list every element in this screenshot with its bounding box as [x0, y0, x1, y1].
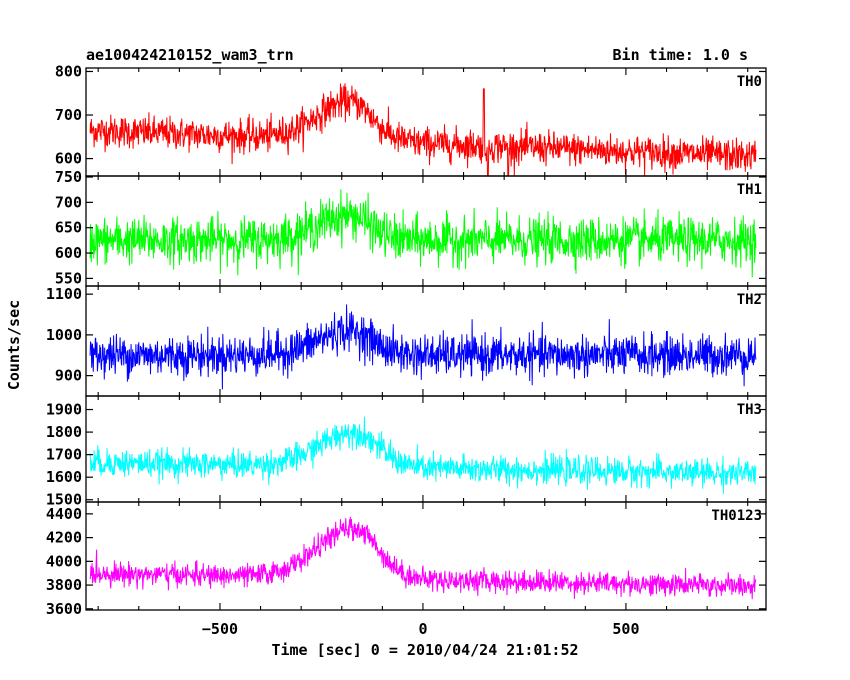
bin-time-label: Bin time: 1.0 s [613, 46, 748, 64]
y-tick-label: 1700 [46, 446, 82, 464]
y-tick-label: 800 [55, 62, 82, 80]
panel-th3: 1500 1600 1700 1800 1900 TH3 [46, 395, 767, 509]
y-tick-label: 600 [55, 244, 82, 262]
x-tick-label: 0 [418, 620, 427, 638]
series-line-th3 [89, 416, 757, 494]
panel-th0123: 3600 3800 4000 4200 4400 TH0123 [46, 501, 767, 618]
panel-frame [85, 501, 767, 611]
panel-frame [85, 395, 767, 503]
y-tick-label: 1900 [46, 401, 82, 419]
y-tick-label: 900 [55, 367, 82, 385]
y-tick-label: 700 [55, 106, 82, 124]
x-tick-label: −500 [202, 620, 238, 638]
panel-label-th0123: TH0123 [711, 508, 762, 524]
chart-title: ae100424210152_wam3_trn [86, 46, 294, 64]
y-tick-label: 1100 [46, 285, 82, 303]
panel-th2: 900 1000 1100 TH2 [46, 285, 767, 397]
y-tick-label: 1800 [46, 423, 82, 441]
y-tick-label: 3600 [46, 600, 82, 618]
y-tick-label: 3800 [46, 576, 82, 594]
y-tick-label: 4200 [46, 529, 82, 547]
panel-th1: 550 600 650 700 750 TH1 [55, 168, 767, 287]
panel-label-th0: TH0 [737, 74, 762, 90]
y-tick-label: 650 [55, 219, 82, 237]
series-line-th0 [89, 83, 757, 177]
y-tick-label: 550 [55, 269, 82, 287]
y-tick-label: 1000 [46, 326, 82, 344]
panel-th0: 600 700 800 TH0 [55, 62, 767, 177]
y-tick-label: 750 [55, 168, 82, 186]
y-axis-title: Counts/sec [5, 300, 23, 390]
y-tick-label: 4400 [46, 505, 82, 523]
panels-group: 600 700 800 TH0 550 600 650 700 750 TH1 900 1000 110… [46, 62, 767, 618]
panel-label-th2: TH2 [737, 292, 762, 308]
x-axis-ticks: −500 0 500 [202, 620, 640, 638]
series-line-th1 [89, 189, 757, 278]
y-tick-label: 700 [55, 193, 82, 211]
y-tick-label: 600 [55, 150, 82, 168]
y-tick-label: 1600 [46, 468, 82, 486]
series-line-th0123 [89, 516, 757, 600]
x-axis-title: Time [sec] 0 = 2010/04/24 21:01:52 [271, 641, 578, 659]
panel-label-th3: TH3 [737, 402, 762, 418]
x-tick-label: 500 [612, 620, 639, 638]
panel-label-th1: TH1 [737, 182, 762, 198]
y-tick-label: 1500 [46, 491, 82, 509]
series-line-th2 [89, 304, 757, 390]
y-tick-label: 4000 [46, 552, 82, 570]
